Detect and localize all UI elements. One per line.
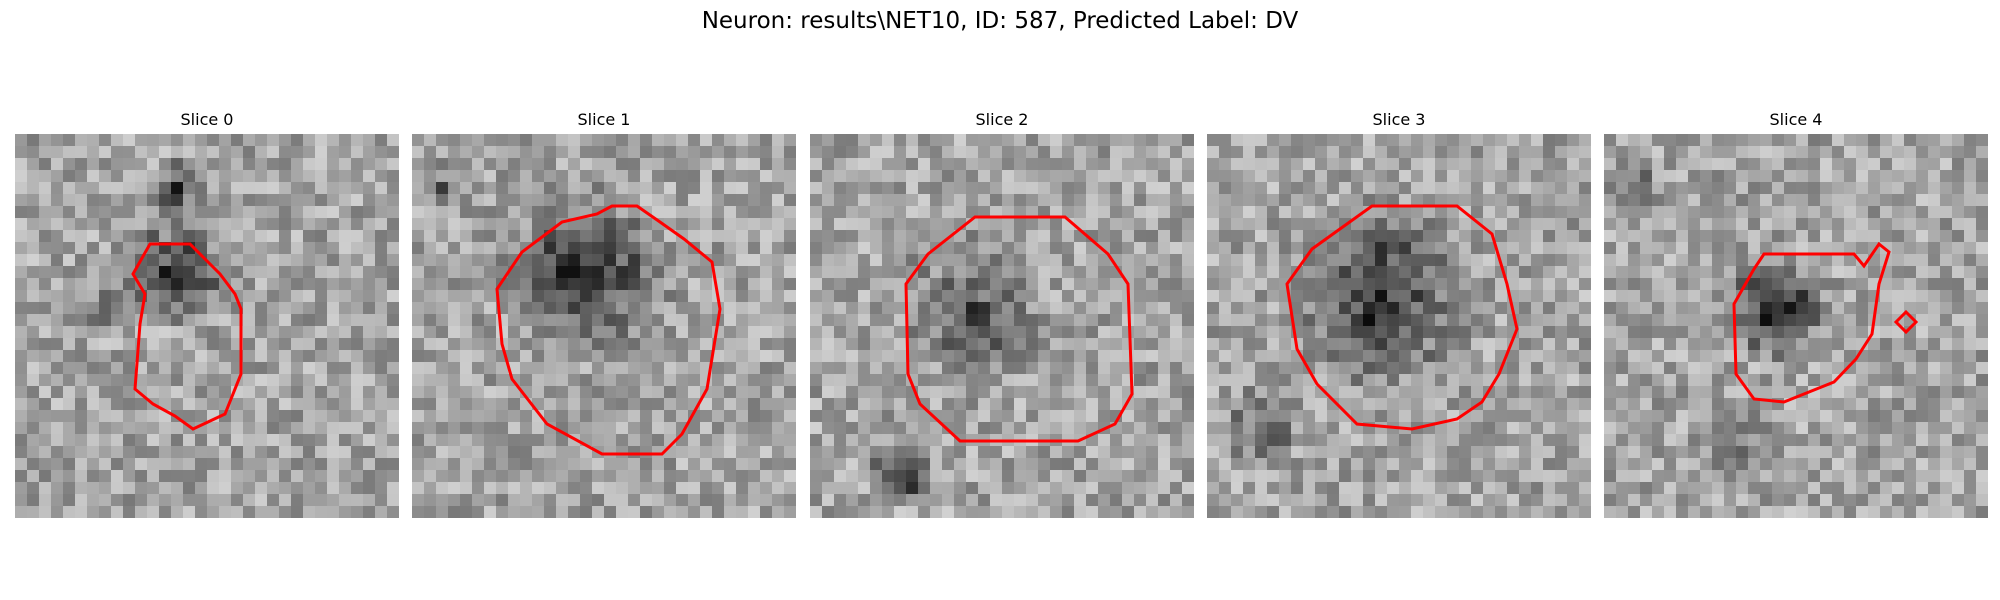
slice-panel-4: Slice 4	[1604, 110, 1988, 518]
roi-contour-fragment	[1893, 309, 1919, 335]
slice-image-4	[1604, 134, 1988, 518]
roi-contour	[904, 215, 1134, 443]
grayscale-pixels	[1207, 134, 1591, 518]
slice-title-1: Slice 1	[577, 110, 631, 129]
figure-title: Neuron: results\NET10, ID: 587, Predicte…	[701, 8, 1299, 34]
grayscale-pixels	[412, 134, 796, 518]
roi-contour	[1285, 204, 1519, 431]
slice-title-3: Slice 3	[1372, 110, 1426, 129]
slice-title-4: Slice 4	[1769, 110, 1823, 129]
roi-contour	[495, 204, 722, 456]
grayscale-pixels	[810, 134, 1194, 518]
slice-panel-1: Slice 1	[412, 110, 796, 518]
slice-title-0: Slice 0	[180, 110, 234, 129]
slice-panel-2: Slice 2	[810, 110, 1194, 518]
slice-image-1	[412, 134, 796, 518]
slice-title-2: Slice 2	[975, 110, 1029, 129]
roi-contour	[131, 242, 243, 431]
slice-image-3	[1207, 134, 1591, 518]
slice-image-2	[810, 134, 1194, 518]
grayscale-pixels	[15, 134, 399, 518]
roi-contour	[1732, 241, 1891, 404]
slice-image-0	[15, 134, 399, 518]
slice-panel-0: Slice 0	[15, 110, 399, 518]
slice-panel-3: Slice 3	[1207, 110, 1591, 518]
grayscale-pixels	[1604, 134, 1988, 518]
